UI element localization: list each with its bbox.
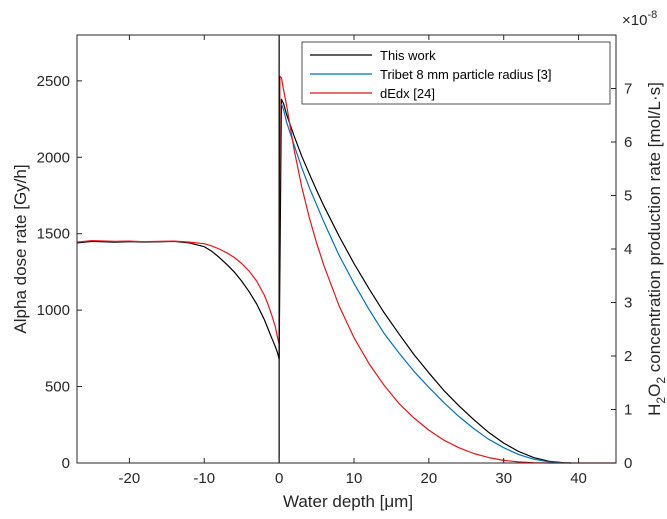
y-left-tick-label: 1000	[37, 302, 70, 319]
y-right-tick-label: 3	[624, 295, 632, 312]
y-left-tick-label: 2500	[37, 73, 70, 90]
y-left-tick-label: 500	[45, 379, 70, 396]
x-axis-label: Water depth [μm]	[283, 492, 413, 511]
ticks-layer: -20 -10 0 10 20 30 40 0 500 1000 1500 2000 2500 0 1 2 3 4…	[37, 35, 632, 487]
y-right-tick-label: 2	[624, 348, 632, 365]
y-axis-right-label: H2O2 concentration production rate [mol/…	[645, 82, 667, 416]
series-line-2	[76, 75, 616, 464]
legend-label-this-work: This work	[380, 48, 436, 63]
legend-label-tribet: Tribet 8 mm particle radius [3]	[380, 67, 551, 82]
y-right-tick-label: 4	[624, 241, 632, 258]
x-tick-label: -20	[119, 470, 141, 487]
x-tick-label: 0	[275, 470, 283, 487]
series-line-1	[280, 103, 572, 464]
y-left-tick-label: 1500	[37, 226, 70, 243]
x-tick-label: -10	[193, 470, 215, 487]
y-right-tick-label: 7	[624, 81, 632, 98]
y-right-tick-label: 1	[624, 402, 632, 419]
x-tick-label: 30	[495, 470, 512, 487]
legend-label-dedx: dEdx [24]	[380, 86, 435, 101]
x-tick-label: 20	[421, 470, 438, 487]
legend-box	[301, 41, 611, 105]
series-line-0	[76, 98, 572, 464]
legend: This work Tribet 8 mm particle radius [3…	[301, 41, 611, 105]
right-axis-multiplier: ×10-8	[622, 9, 657, 29]
y-axis-left-label: Alpha dose rate [Gy/h]	[11, 164, 30, 333]
x-tick-label: 10	[346, 470, 363, 487]
y-left-tick-label: 2000	[37, 149, 70, 166]
y-right-tick-label: 0	[624, 455, 632, 472]
y-right-tick-label: 6	[624, 134, 632, 151]
series-layer	[76, 75, 616, 464]
y-right-tick-label: 5	[624, 188, 632, 205]
x-tick-label: 40	[570, 470, 587, 487]
y-left-tick-label: 0	[62, 455, 70, 472]
